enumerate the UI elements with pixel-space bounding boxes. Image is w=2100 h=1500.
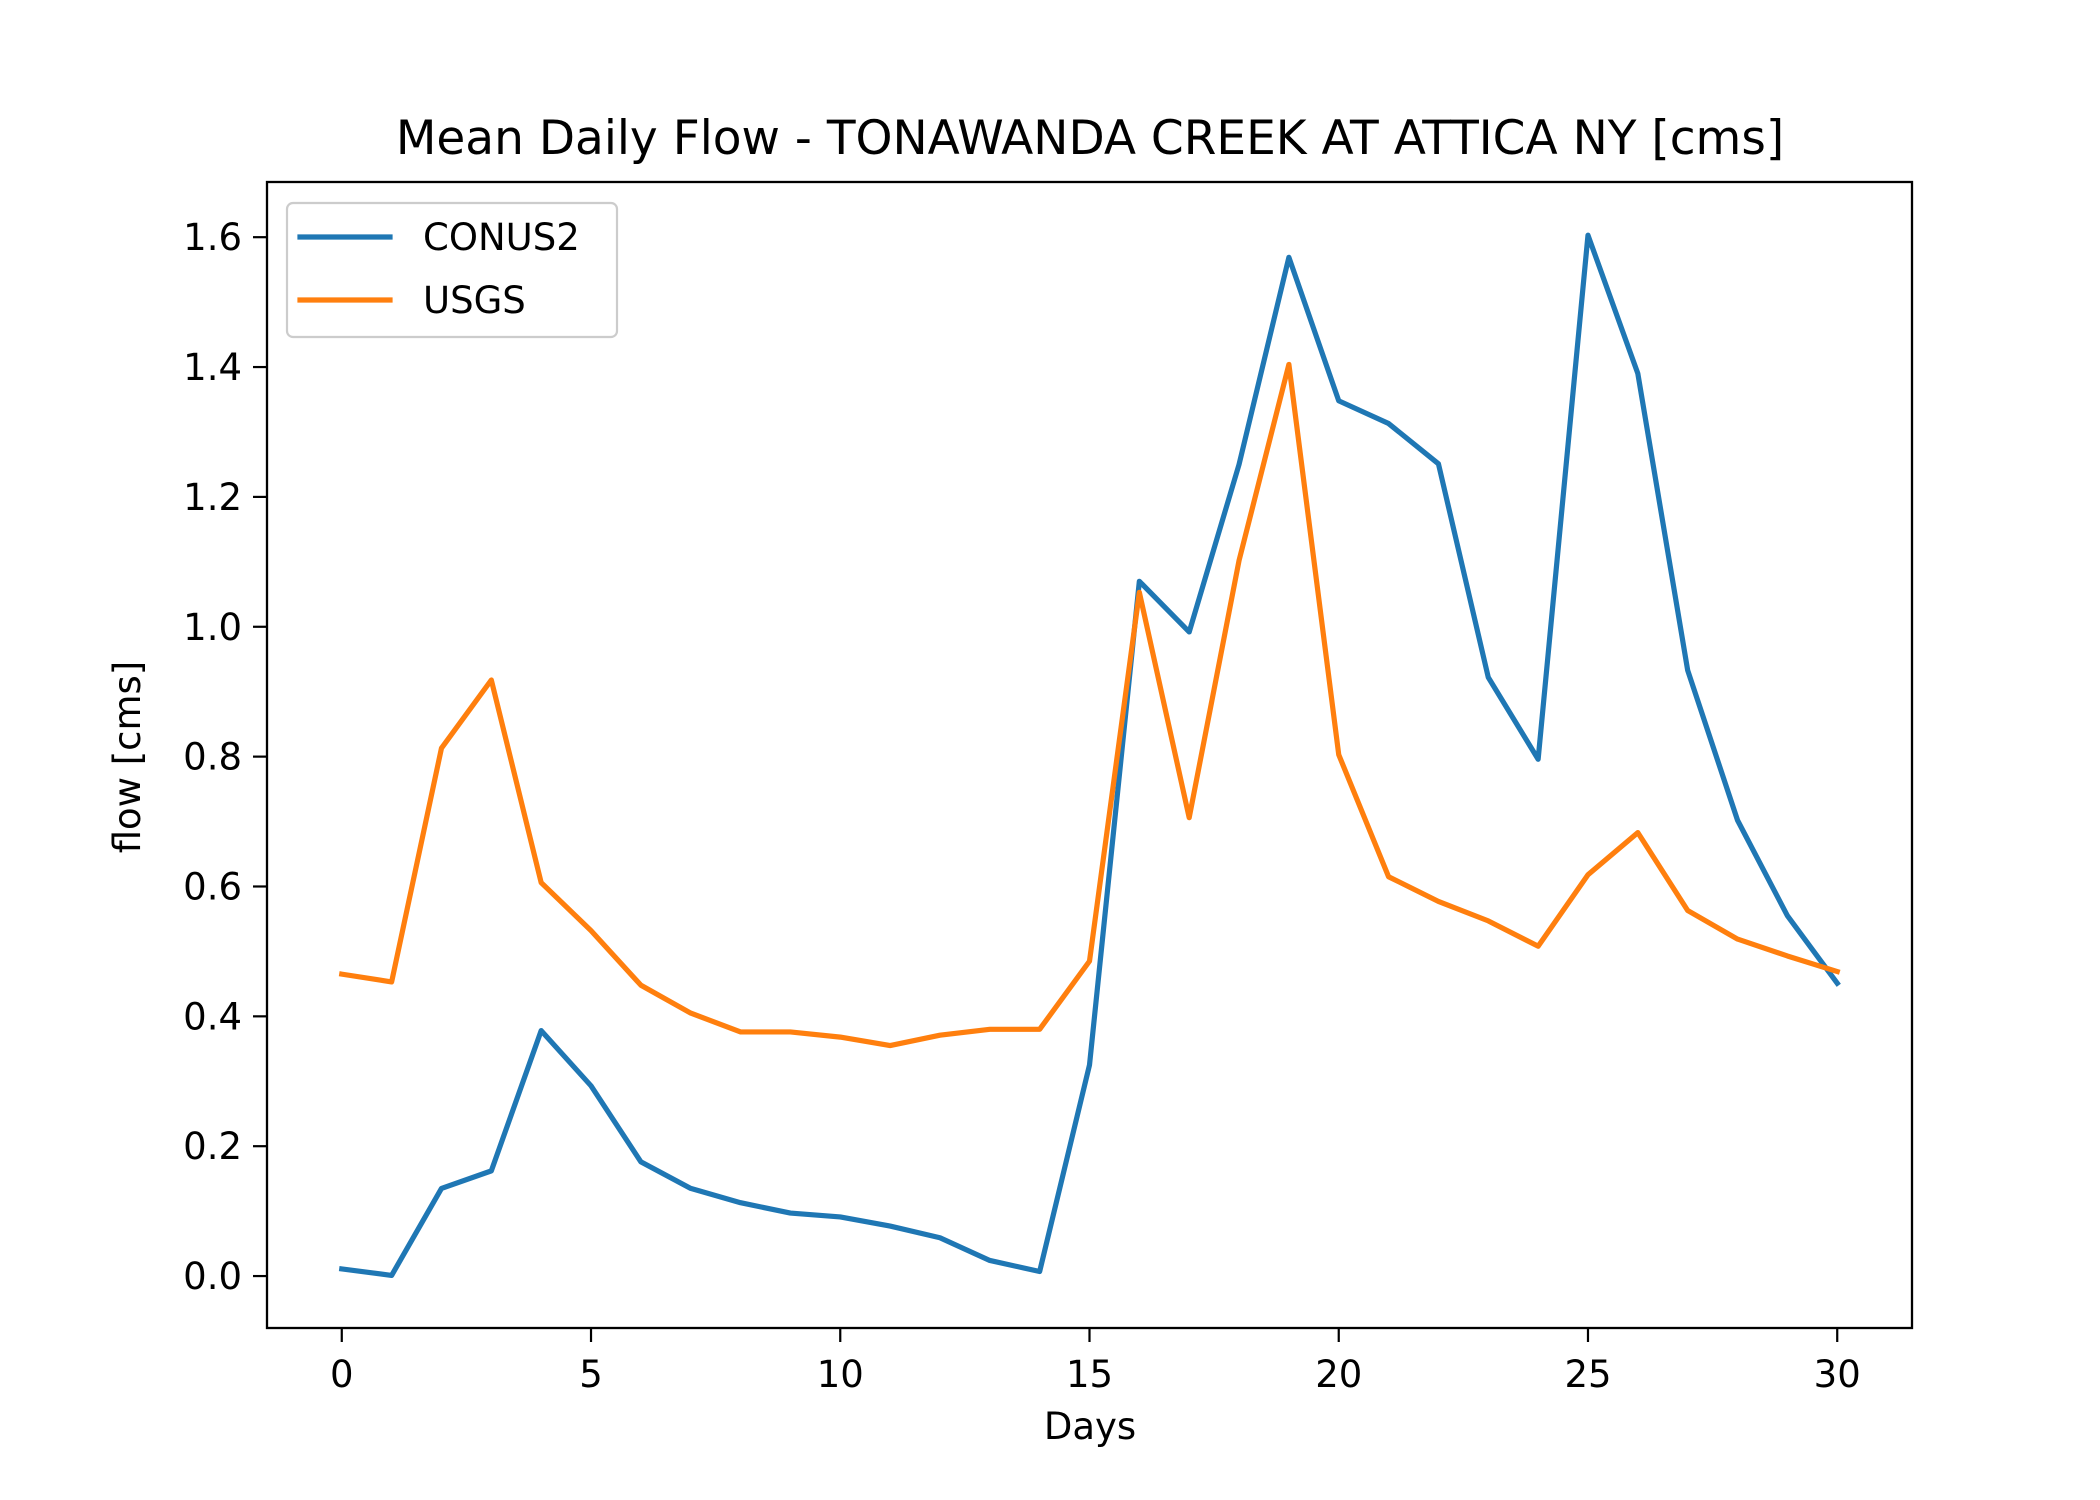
y-tick-label: 1.0: [183, 606, 242, 649]
series-line-usgs: [338, 361, 1841, 1049]
x-tick-label: 5: [579, 1353, 603, 1396]
plot-area: [267, 182, 1912, 1328]
x-tick-label: 10: [817, 1353, 864, 1396]
y-axis-label: flow [cms]: [106, 661, 149, 854]
y-tick-label: 0.6: [183, 865, 242, 908]
y-tick-label: 0.4: [183, 995, 242, 1038]
y-tick-label: 0.0: [183, 1255, 242, 1298]
x-axis-label: Days: [1044, 1405, 1136, 1448]
y-tick-label: 1.4: [183, 346, 242, 389]
y-tick-label: 1.6: [183, 216, 242, 259]
series-layer: [338, 232, 1841, 1279]
x-tick-label: 15: [1066, 1353, 1113, 1396]
axes-frame: [265, 180, 1914, 1330]
y-tick-label: 1.2: [183, 476, 242, 519]
x-tick-label: 0: [330, 1353, 354, 1396]
y-tick-label: 0.8: [183, 736, 242, 779]
legend: CONUS2 USGS: [285, 201, 619, 339]
axes-layer: 0 5 10 15 20 25 30 0.0 0.2 0.4 0.6 0.8 1.0 1.2 1.4 1.6: [183, 180, 1914, 1396]
series-line-conus2: [338, 232, 1841, 1279]
x-tick-label: 25: [1564, 1353, 1611, 1396]
y-tick-label: 0.2: [183, 1125, 242, 1168]
legend-label-conus2: CONUS2: [423, 216, 580, 259]
chart-title: Mean Daily Flow - TONAWANDA CREEK AT ATT…: [396, 111, 1784, 166]
legend-label-usgs: USGS: [423, 279, 526, 322]
x-tick-label: 20: [1315, 1353, 1362, 1396]
x-tick-label: 30: [1814, 1353, 1861, 1396]
